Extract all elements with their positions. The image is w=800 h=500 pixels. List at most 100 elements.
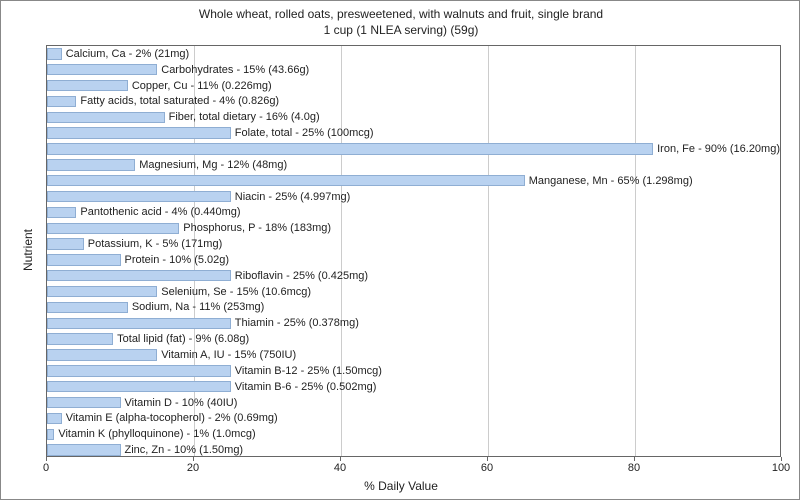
x-tick — [634, 457, 635, 461]
bar-row: Vitamin B-6 - 25% (0.502mg) — [47, 381, 780, 392]
nutrient-label: Vitamin D - 10% (40IU) — [121, 397, 238, 409]
nutrient-label: Folate, total - 25% (100mcg) — [231, 127, 374, 139]
bar-row: Iron, Fe - 90% (16.20mg) — [47, 143, 780, 154]
plot-area: Calcium, Ca - 2% (21mg) Carbohydrates - 1… — [46, 45, 781, 457]
bar-row: Manganese, Mn - 65% (1.298mg) — [47, 175, 780, 186]
grid-line — [341, 46, 342, 456]
nutrient-label: Vitamin B-12 - 25% (1.50mcg) — [231, 365, 382, 377]
nutrient-label: Fiber, total dietary - 16% (4.0g) — [165, 111, 320, 123]
nutrient-bar — [47, 175, 525, 186]
x-tick — [46, 457, 47, 461]
nutrient-bar — [47, 413, 62, 424]
nutrient-bar — [47, 365, 231, 376]
nutrient-label: Pantothenic acid - 4% (0.440mg) — [76, 206, 240, 218]
nutrient-label: Selenium, Se - 15% (10.6mcg) — [157, 286, 311, 298]
nutrient-bar — [47, 302, 128, 313]
nutrient-label: Niacin - 25% (4.997mg) — [231, 191, 351, 203]
nutrient-bar — [47, 349, 157, 360]
bar-row: Vitamin B-12 - 25% (1.50mcg) — [47, 365, 780, 376]
nutrient-bar — [47, 429, 54, 440]
x-tick-label: 0 — [43, 462, 49, 474]
x-tick-label: 80 — [628, 462, 640, 474]
chart-container: Whole wheat, rolled oats, presweetened, … — [0, 0, 800, 500]
nutrient-bar — [47, 48, 62, 59]
bar-row: Total lipid (fat) - 9% (6.08g) — [47, 333, 780, 344]
bar-row: Selenium, Se - 15% (10.6mcg) — [47, 286, 780, 297]
nutrient-bar — [47, 207, 76, 218]
nutrient-label: Total lipid (fat) - 9% (6.08g) — [113, 333, 249, 345]
x-tick — [487, 457, 488, 461]
bar-row: Fatty acids, total saturated - 4% (0.826… — [47, 96, 780, 107]
y-axis-title: Nutrient — [21, 229, 35, 271]
bar-row: Phosphorus, P - 18% (183mg) — [47, 223, 780, 234]
nutrient-label: Calcium, Ca - 2% (21mg) — [62, 48, 189, 60]
nutrient-bar — [47, 159, 135, 170]
x-tick-label: 100 — [772, 462, 790, 474]
nutrient-label: Sodium, Na - 11% (253mg) — [128, 301, 264, 313]
bar-row: Potassium, K - 5% (171mg) — [47, 238, 780, 249]
nutrient-bar — [47, 254, 121, 265]
nutrient-label: Potassium, K - 5% (171mg) — [84, 238, 223, 250]
nutrient-bar — [47, 238, 84, 249]
chart-title: Whole wheat, rolled oats, presweetened, … — [1, 7, 800, 38]
nutrient-bar — [47, 444, 121, 455]
nutrient-bar — [47, 191, 231, 202]
x-tick-label: 20 — [187, 462, 199, 474]
nutrient-label: Zinc, Zn - 10% (1.50mg) — [121, 444, 244, 456]
bar-row: Sodium, Na - 11% (253mg) — [47, 302, 780, 313]
nutrient-label: Iron, Fe - 90% (16.20mg) — [653, 143, 780, 155]
nutrient-label: Vitamin A, IU - 15% (750IU) — [157, 349, 296, 361]
grid-line — [635, 46, 636, 456]
nutrient-bar — [47, 127, 231, 138]
x-tick — [193, 457, 194, 461]
nutrient-label: Protein - 10% (5.02g) — [121, 254, 230, 266]
x-tick-label: 60 — [481, 462, 493, 474]
nutrient-label: Vitamin K (phylloquinone) - 1% (1.0mcg) — [54, 428, 255, 440]
bar-row: Folate, total - 25% (100mcg) — [47, 127, 780, 138]
nutrient-bar — [47, 64, 157, 75]
bar-row: Magnesium, Mg - 12% (48mg) — [47, 159, 780, 170]
x-tick-label: 40 — [334, 462, 346, 474]
bar-row: Calcium, Ca - 2% (21mg) — [47, 48, 780, 59]
nutrient-label: Magnesium, Mg - 12% (48mg) — [135, 159, 287, 171]
nutrient-label: Fatty acids, total saturated - 4% (0.826… — [76, 95, 279, 107]
bar-row: Niacin - 25% (4.997mg) — [47, 191, 780, 202]
bar-row: Protein - 10% (5.02g) — [47, 254, 780, 265]
nutrient-label: Riboflavin - 25% (0.425mg) — [231, 270, 368, 282]
nutrient-bar — [47, 318, 231, 329]
nutrient-label: Vitamin E (alpha-tocopherol) - 2% (0.69m… — [62, 412, 278, 424]
bar-row: Pantothenic acid - 4% (0.440mg) — [47, 207, 780, 218]
nutrient-label: Phosphorus, P - 18% (183mg) — [179, 222, 331, 234]
title-line-1: Whole wheat, rolled oats, presweetened, … — [1, 7, 800, 23]
nutrient-bar — [47, 223, 179, 234]
bar-row: Carbohydrates - 15% (43.66g) — [47, 64, 780, 75]
nutrient-label: Manganese, Mn - 65% (1.298mg) — [525, 175, 693, 187]
nutrient-label: Copper, Cu - 11% (0.226mg) — [128, 80, 272, 92]
bar-row: Fiber, total dietary - 16% (4.0g) — [47, 112, 780, 123]
x-tick — [781, 457, 782, 461]
bar-row: Thiamin - 25% (0.378mg) — [47, 318, 780, 329]
nutrient-label: Carbohydrates - 15% (43.66g) — [157, 64, 309, 76]
nutrient-bar — [47, 96, 76, 107]
x-tick — [340, 457, 341, 461]
bar-row: Riboflavin - 25% (0.425mg) — [47, 270, 780, 281]
nutrient-bar — [47, 286, 157, 297]
bar-row: Copper, Cu - 11% (0.226mg) — [47, 80, 780, 91]
title-line-2: 1 cup (1 NLEA serving) (59g) — [1, 23, 800, 39]
grid-line — [488, 46, 489, 456]
grid-line — [194, 46, 195, 456]
x-axis-title: % Daily Value — [1, 479, 800, 493]
bar-row: Vitamin D - 10% (40IU) — [47, 397, 780, 408]
nutrient-bar — [47, 381, 231, 392]
bar-row: Vitamin E (alpha-tocopherol) - 2% (0.69m… — [47, 413, 780, 424]
nutrient-bar — [47, 80, 128, 91]
nutrient-label: Thiamin - 25% (0.378mg) — [231, 317, 359, 329]
nutrient-bar — [47, 143, 653, 154]
nutrient-bar — [47, 397, 121, 408]
nutrient-bar — [47, 270, 231, 281]
nutrient-bar — [47, 112, 165, 123]
nutrient-bar — [47, 333, 113, 344]
nutrient-label: Vitamin B-6 - 25% (0.502mg) — [231, 381, 377, 393]
bar-row: Zinc, Zn - 10% (1.50mg) — [47, 444, 780, 455]
bar-row: Vitamin A, IU - 15% (750IU) — [47, 349, 780, 360]
